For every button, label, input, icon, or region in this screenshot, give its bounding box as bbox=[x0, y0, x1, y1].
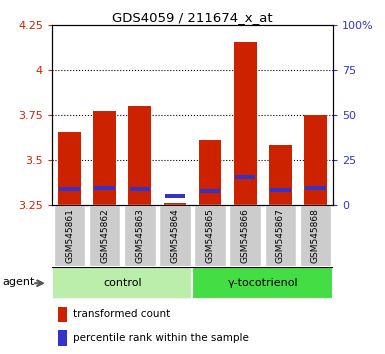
Text: GSM545865: GSM545865 bbox=[206, 209, 214, 263]
Text: γ-tocotrienol: γ-tocotrienol bbox=[228, 278, 298, 288]
Text: GSM545862: GSM545862 bbox=[100, 209, 109, 263]
FancyBboxPatch shape bbox=[264, 205, 296, 267]
Text: control: control bbox=[103, 278, 142, 288]
Text: GSM545863: GSM545863 bbox=[135, 209, 144, 263]
Text: GDS4059 / 211674_x_at: GDS4059 / 211674_x_at bbox=[112, 11, 273, 24]
Bar bbox=[165, 194, 185, 198]
FancyBboxPatch shape bbox=[192, 267, 333, 299]
Bar bbox=[269, 145, 292, 205]
FancyBboxPatch shape bbox=[300, 205, 331, 267]
Bar bbox=[234, 42, 257, 205]
Bar bbox=[305, 186, 326, 190]
Bar bbox=[304, 115, 327, 205]
Bar bbox=[58, 132, 81, 205]
Bar bbox=[270, 188, 291, 192]
Bar bbox=[128, 106, 151, 205]
Text: GSM545867: GSM545867 bbox=[276, 209, 285, 263]
FancyBboxPatch shape bbox=[159, 205, 191, 267]
FancyBboxPatch shape bbox=[194, 205, 226, 267]
FancyBboxPatch shape bbox=[229, 205, 261, 267]
Bar bbox=[94, 186, 115, 190]
Bar bbox=[235, 175, 256, 179]
FancyBboxPatch shape bbox=[89, 205, 121, 267]
Bar bbox=[58, 330, 67, 346]
Text: GSM545864: GSM545864 bbox=[171, 209, 179, 263]
FancyBboxPatch shape bbox=[54, 205, 85, 267]
Bar bbox=[200, 189, 220, 193]
Text: transformed count: transformed count bbox=[73, 309, 170, 320]
Bar bbox=[199, 140, 221, 205]
Bar bbox=[164, 202, 186, 205]
Bar bbox=[59, 187, 80, 191]
Text: percentile rank within the sample: percentile rank within the sample bbox=[73, 333, 249, 343]
Text: GSM545868: GSM545868 bbox=[311, 209, 320, 263]
Text: GSM545866: GSM545866 bbox=[241, 209, 250, 263]
Bar bbox=[58, 307, 67, 322]
Bar bbox=[93, 110, 116, 205]
FancyBboxPatch shape bbox=[52, 267, 192, 299]
Text: GSM545861: GSM545861 bbox=[65, 209, 74, 263]
Text: agent: agent bbox=[3, 276, 35, 287]
FancyBboxPatch shape bbox=[124, 205, 156, 267]
Bar bbox=[129, 187, 150, 191]
